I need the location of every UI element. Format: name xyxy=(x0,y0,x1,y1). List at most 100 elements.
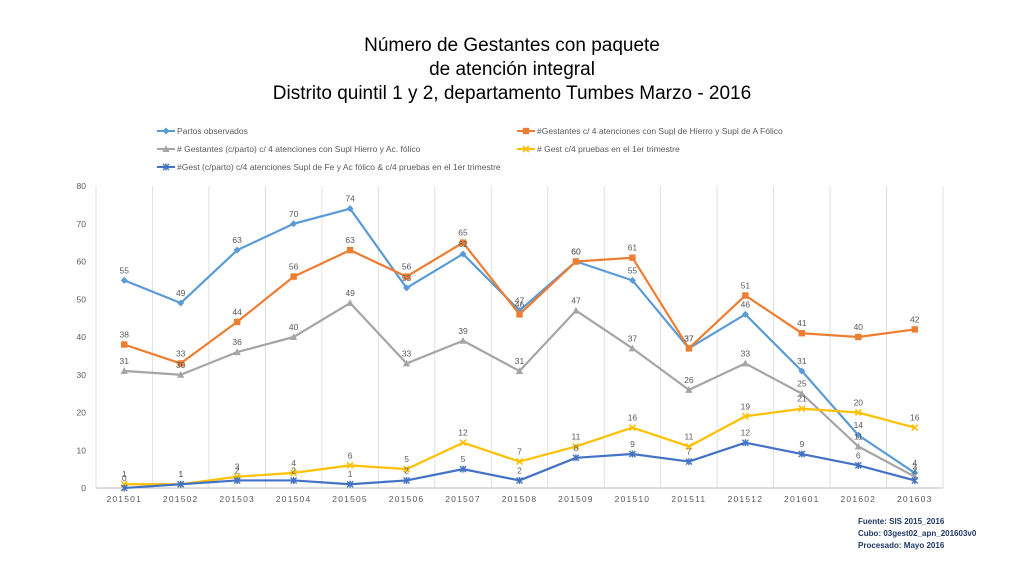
point-s0-1 xyxy=(177,299,185,307)
source-line1: Fuente: SIS 2015_2016 xyxy=(858,517,945,526)
data-label-s2-13: 11 xyxy=(854,431,863,441)
point-s3-12 xyxy=(798,405,806,413)
point-s2-9 xyxy=(628,344,637,352)
point-s3-7 xyxy=(515,458,524,466)
data-label-s4-5: 2 xyxy=(404,465,409,475)
data-label-s3-1: 1 xyxy=(178,469,183,479)
data-label-s2-1: 30 xyxy=(176,360,186,370)
x-tick-label-9: 201510 xyxy=(615,494,651,504)
data-label-s4-10: 7 xyxy=(687,447,692,457)
point-s1-1 xyxy=(177,360,184,367)
source-line2: Cubo: 03gest02_apn_201603v0 xyxy=(858,529,977,538)
point-s4-2 xyxy=(233,476,241,484)
point-s4-9 xyxy=(628,450,636,458)
point-s1-2 xyxy=(233,318,241,326)
data-label-s4-3: 2 xyxy=(291,465,296,475)
source-note: Fuente: SIS 2015_2016 Cubo: 03gest02_apn… xyxy=(858,516,976,552)
legend-marker-0 xyxy=(162,127,170,135)
source-line3: Procesado: Mayo 2016 xyxy=(858,541,945,550)
data-label-s0-7: 47 xyxy=(515,296,525,306)
data-label-s1-5: 56 xyxy=(402,262,412,272)
y-tick-label-5: 50 xyxy=(77,294,87,304)
data-label-s1-10: 37 xyxy=(684,333,694,343)
data-label-s3-2: 3 xyxy=(235,462,240,472)
point-s4-3 xyxy=(290,476,298,484)
data-label-s1-3: 56 xyxy=(289,262,299,272)
y-tick-label-8: 80 xyxy=(77,181,87,191)
data-label-s1-13: 40 xyxy=(854,322,864,332)
data-label-s2-7: 31 xyxy=(515,356,525,366)
point-s2-8 xyxy=(572,306,580,314)
data-label-s3-0: 1 xyxy=(122,469,127,479)
y-tick-label-6: 60 xyxy=(77,257,87,267)
point-s3-6 xyxy=(459,439,467,447)
y-tick-label-3: 30 xyxy=(77,370,87,380)
point-s0-2 xyxy=(233,246,241,254)
y-tick-label-1: 10 xyxy=(77,445,87,455)
point-s1-13 xyxy=(855,333,862,341)
data-label-s4-4: 1 xyxy=(348,469,353,479)
data-label-s3-6: 12 xyxy=(458,428,468,438)
chart-series xyxy=(120,205,919,492)
data-label-s2-4: 49 xyxy=(345,288,355,298)
x-tick-label-11: 201512 xyxy=(728,494,764,504)
y-tick-label-7: 70 xyxy=(77,219,87,229)
x-tick-label-14: 201603 xyxy=(897,494,933,504)
point-s4-7 xyxy=(516,476,523,484)
data-label-s1-8: 60 xyxy=(571,247,581,257)
point-s1-6 xyxy=(459,239,467,246)
chart-title-line1: Número de Gestantes con paquete xyxy=(364,35,660,56)
legend-label-3: # Gest c/4 pruebas en el 1er trimestre xyxy=(537,144,680,154)
chart-title: Número de Gestantes con paquete de atenc… xyxy=(0,34,1024,106)
point-s2-11 xyxy=(741,359,749,367)
data-label-s0-6: 62 xyxy=(458,239,468,249)
data-label-s0-11: 46 xyxy=(741,299,751,309)
point-s3-9 xyxy=(628,424,636,432)
point-s0-4 xyxy=(346,205,354,213)
legend-label-4: #Gest (c/parto) c/4 atenciones Supl de F… xyxy=(177,162,501,172)
legend-label-1: #Gestantes c/ 4 atenciones con Supl de H… xyxy=(537,126,783,136)
data-label-s4-13: 6 xyxy=(856,450,861,460)
point-s1-12 xyxy=(798,330,806,337)
data-label-s0-1: 49 xyxy=(176,288,186,298)
data-label-s2-9: 37 xyxy=(628,333,638,343)
point-s2-7 xyxy=(515,367,524,374)
point-s0-13 xyxy=(854,431,862,439)
data-label-s4-11: 12 xyxy=(741,428,751,438)
y-axis: 0 10 20 30 40 50 60 70 80 xyxy=(77,181,87,493)
point-s0-11 xyxy=(741,310,749,318)
data-label-s1-9: 61 xyxy=(628,243,638,253)
point-s4-10 xyxy=(685,458,693,466)
data-label-s3-10: 11 xyxy=(684,431,693,441)
point-s0-12 xyxy=(798,367,806,375)
point-s2-6 xyxy=(459,336,467,344)
data-label-s4-8: 8 xyxy=(574,443,579,453)
series-line-0 xyxy=(123,207,916,474)
y-tick-label-2: 20 xyxy=(77,408,87,418)
legend-marker-3 xyxy=(522,145,530,153)
x-tick-label-2: 201503 xyxy=(219,494,255,504)
point-s1-3 xyxy=(290,273,297,280)
data-label-s3-5: 5 xyxy=(404,454,409,464)
data-label-s1-7: 46 xyxy=(515,299,525,309)
x-tick-label-0: 201501 xyxy=(106,494,142,504)
data-label-s0-4: 74 xyxy=(345,194,355,204)
data-label-s4-6: 5 xyxy=(461,454,466,464)
chart-title-line2: de atención integral xyxy=(429,59,595,80)
y-tick-label-4: 40 xyxy=(77,332,87,342)
point-s0-3 xyxy=(290,220,298,228)
data-label-s2-10: 26 xyxy=(684,375,694,385)
point-s0-5 xyxy=(403,284,411,292)
x-tick-label-5: 201506 xyxy=(389,494,425,504)
point-s3-13 xyxy=(854,408,862,417)
point-s1-10 xyxy=(685,345,693,352)
data-label-s4-12: 9 xyxy=(799,439,804,449)
legend-label-2: # Gestantes (c/parto) c/ 4 atenciones co… xyxy=(177,144,421,154)
point-s1-4 xyxy=(346,246,354,254)
point-s1-5 xyxy=(403,273,410,280)
point-s4-11 xyxy=(741,439,749,447)
point-s2-4 xyxy=(346,299,354,307)
y-tick-label-0: 0 xyxy=(81,483,86,493)
x-tick-label-13: 201602 xyxy=(841,494,877,504)
